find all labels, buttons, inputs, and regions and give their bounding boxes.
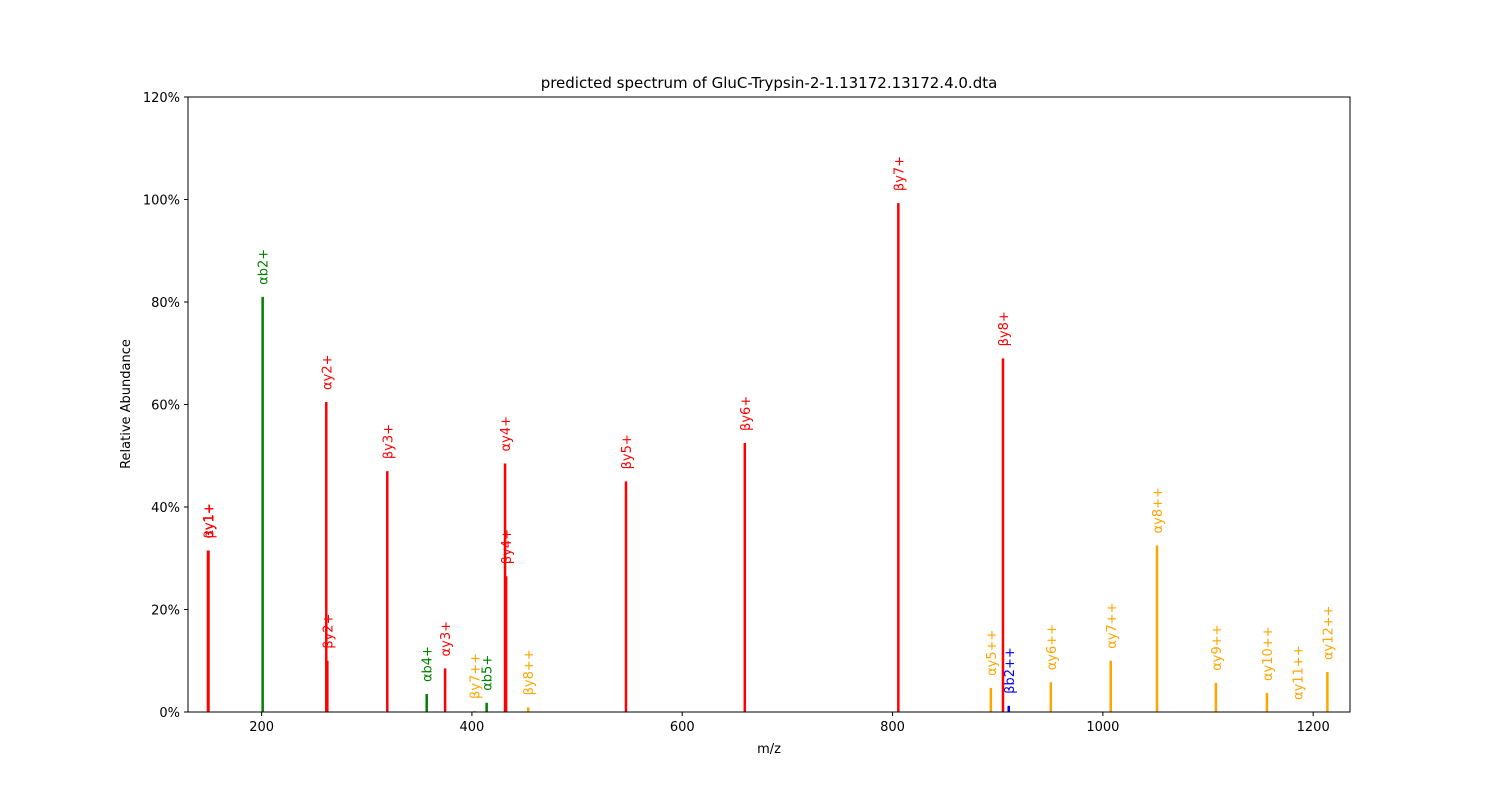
peak-label: αy12++ (1321, 605, 1336, 660)
x-tick-label: 200 (249, 720, 274, 735)
peak-label: αb2+ (257, 249, 272, 285)
peak-label: αy10++ (1261, 626, 1276, 681)
peak-label: βb2++ (1003, 647, 1018, 694)
peak-label: αy2+ (320, 355, 335, 390)
y-tick-label: 80% (151, 296, 180, 311)
y-axis-label: Relative Abundance (119, 339, 134, 469)
peak-label: βy6+ (739, 396, 754, 431)
peak-label: αy5++ (985, 630, 1000, 676)
y-tick-label: 120% (143, 91, 180, 106)
peak-label: αy6++ (1045, 624, 1060, 670)
peak-label: αb4+ (421, 646, 436, 682)
y-tick-label: 100% (143, 194, 180, 209)
peak-label: βy8++ (522, 649, 537, 695)
peak-label: αy3+ (439, 621, 454, 656)
chart-title: predicted spectrum of GluC-Trypsin-2-1.1… (541, 74, 998, 92)
peak-label: βy1+ (203, 503, 218, 538)
y-tick-label: 40% (151, 501, 180, 516)
peak-label: βy4+ (500, 529, 515, 564)
x-tick-label: 400 (460, 720, 485, 735)
peaks-layer (206, 203, 1329, 712)
peak-labels-layer: αy1+βy1+ αb2+ αy2+ βy2+ βy3+ αb4+αy3+ βy7++αb5… (202, 156, 1336, 700)
peak-label: βy7+ (892, 156, 907, 191)
peak-label: αy4+ (499, 416, 514, 451)
y-tick-label: 0% (159, 706, 180, 721)
y-tick-label: 20% (151, 604, 180, 619)
peak-label: αy11++ (1291, 645, 1306, 700)
peak-label: βy7++ (469, 653, 484, 699)
peak-label: βy2+ (321, 614, 336, 649)
peak-label: αy8++ (1151, 487, 1166, 533)
peak-label: αb5+ (481, 655, 496, 691)
x-tick-label: 1200 (1297, 720, 1330, 735)
x-tick-label: 600 (670, 720, 695, 735)
x-axis-label: m/z (757, 742, 781, 757)
peak-label: αy9++ (1210, 624, 1225, 670)
peak-label: βy5+ (620, 434, 635, 469)
peak-label: αy1+ (202, 503, 217, 538)
x-tick-label: 1000 (1086, 720, 1119, 735)
x-tick-label: 800 (880, 720, 905, 735)
peak-label: βy8+ (997, 311, 1012, 346)
peak-label: αy7++ (1105, 602, 1120, 648)
y-tick-label: 60% (151, 399, 180, 414)
peak-label: βy3+ (381, 424, 396, 459)
axes-layer: 200 400 600 800 1000 1200 0% 20% 40% 60% 80% 100% 12… (143, 91, 1351, 735)
